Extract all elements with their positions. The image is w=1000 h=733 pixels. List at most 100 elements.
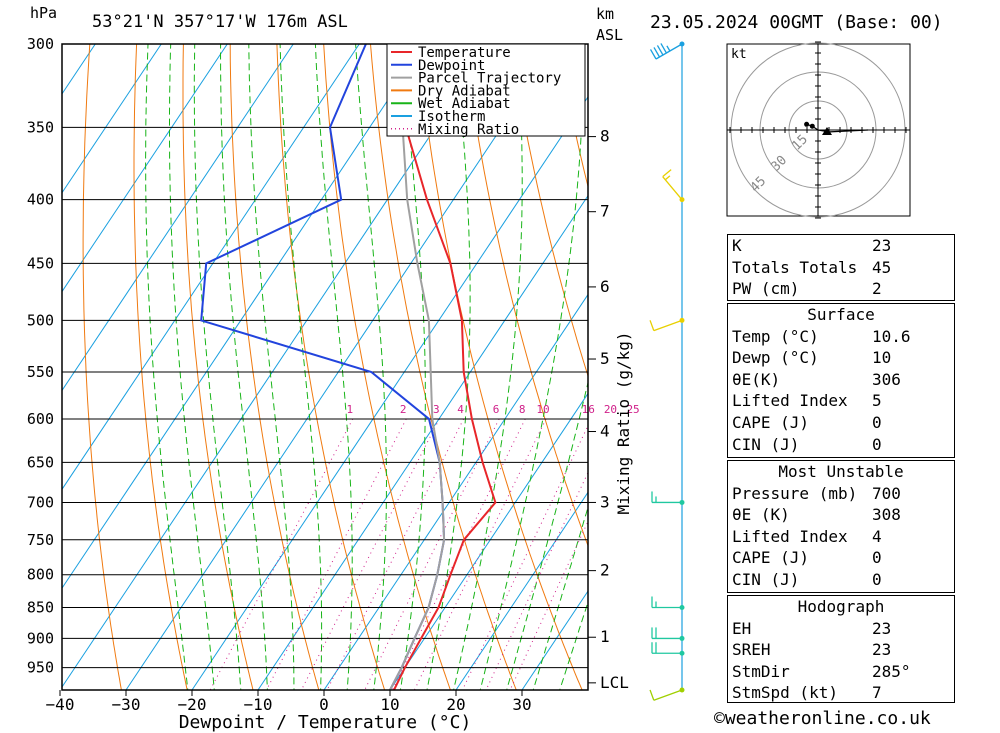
- index-row-k: K 23: [728, 235, 954, 257]
- isotherm-line: [62, 44, 492, 688]
- index-value: 2: [872, 279, 882, 299]
- mixing-ratio-label: 6: [493, 403, 500, 416]
- mu-label: θE (K): [732, 505, 790, 525]
- index-label: PW (cm): [732, 279, 800, 299]
- wind-barb-feather: [649, 689, 655, 701]
- mixing-ratio-line: [413, 418, 547, 690]
- surface-row: Lifted Index 5: [728, 390, 954, 412]
- mu-row: Lifted Index 4: [728, 526, 954, 548]
- location-title: 53°21'N 357°17'W 176m ASL: [92, 12, 348, 32]
- isotherm-line: [0, 44, 29, 690]
- wind-barb: [651, 642, 685, 656]
- km-tick-label: 6: [600, 277, 610, 296]
- most-unstable-table: Most Unstable Pressure (mb) 700 θE (K) 308…: [727, 460, 955, 593]
- surface-value: 0: [872, 434, 882, 454]
- surface-label: θE(K): [732, 369, 781, 389]
- mixing-ratio-label: 2: [400, 403, 407, 416]
- wind-barb: [649, 317, 685, 332]
- pressure-tick-label: 800: [27, 566, 54, 584]
- wind-barb: [651, 596, 685, 611]
- km-tick-label: LCL: [600, 673, 629, 692]
- wind-barb-feather: [649, 320, 655, 331]
- surface-label: Lifted Index: [732, 391, 848, 411]
- dry-adiabat-line: [229, 44, 320, 690]
- wet-adiabat-line: [193, 44, 242, 690]
- pressure-tick-label: 550: [27, 363, 54, 381]
- dry-adiabat-line: [182, 44, 254, 690]
- index-value: 45: [872, 257, 892, 277]
- hodograph-table: Hodograph EH 23 SREH 23 StmDir 285° StmSpd …: [727, 595, 955, 703]
- mixing-ratio-line: [209, 418, 354, 690]
- mu-label: CAPE (J): [732, 548, 810, 568]
- hodo-value: 23: [872, 618, 892, 638]
- hodograph-unit: kt: [731, 47, 747, 62]
- isotherm-line: [62, 44, 426, 590]
- wind-barb-shaft: [655, 43, 683, 60]
- index-row-tt: Totals Totals 45: [728, 257, 954, 279]
- pressure-tick-label: 600: [27, 410, 54, 428]
- pressure-tick-label: 900: [27, 629, 54, 647]
- hpa-unit-label: hPa: [30, 4, 58, 22]
- legend-label: Dewpoint: [418, 58, 485, 74]
- series-temperature: [393, 44, 497, 690]
- wind-barb-shaft: [653, 319, 683, 332]
- hodo-row: StmSpd (kt) 7: [728, 682, 954, 704]
- dry-adiabat-line: [133, 44, 188, 690]
- wind-barb-feather: [662, 169, 672, 178]
- series-parcel-trajectory: [389, 44, 446, 690]
- index-value: 23: [872, 236, 892, 255]
- wet-adiabat-line: [479, 44, 584, 690]
- mixing-ratio-label: 1: [346, 403, 353, 416]
- isotherm-line: [455, 491, 588, 690]
- index-label: Totals Totals: [732, 257, 858, 277]
- hodo-label: StmDir: [732, 661, 790, 681]
- wind-barb: [651, 491, 685, 505]
- mixing-ratio-line: [266, 418, 407, 690]
- pressure-tick-label: 650: [27, 453, 54, 471]
- dry-adiabat-line: [463, 44, 588, 547]
- mixing-ratio-label: 3: [433, 403, 440, 416]
- mu-row: Pressure (mb) 700: [728, 483, 954, 505]
- surface-row: θE(K) 306: [728, 369, 954, 391]
- km-tick-label: 8: [600, 127, 610, 146]
- mixing-ratio-axis-label: Mixing Ratio (g/kg): [614, 331, 633, 514]
- wet-adiabat-line: [506, 380, 588, 690]
- hodo-label: SREH: [732, 640, 771, 660]
- wind-barb-feather: [666, 45, 671, 52]
- km-tick-label: 3: [600, 492, 610, 511]
- pressure-tick-label: 350: [27, 118, 54, 136]
- hodo-value: 285°: [872, 661, 911, 681]
- dry-adiabat-line: [276, 44, 386, 690]
- isotherm-line: [62, 44, 294, 392]
- surface-row: CAPE (J) 0: [728, 412, 954, 434]
- mixing-ratio-label: 8: [519, 403, 526, 416]
- dry-adiabat-line: [370, 44, 517, 690]
- wind-barb-feather: [664, 175, 671, 181]
- mu-row: CAPE (J) 0: [728, 547, 954, 569]
- mu-value: 0: [872, 569, 882, 589]
- km-tick-label: 5: [600, 349, 610, 368]
- surface-table: Surface Temp (°C) 10.6 Dewp (°C) 10 θE(K) 3…: [727, 303, 955, 458]
- km-tick-label: 7: [600, 202, 610, 221]
- storm-motion-marker: [822, 127, 832, 135]
- x-tick-label: 0: [319, 695, 329, 714]
- hodo-row: SREH 23: [728, 639, 954, 661]
- dry-adiabat-line: [323, 44, 451, 690]
- legend-box: [386, 43, 586, 137]
- isotherm-line: [62, 44, 228, 293]
- x-axis-label: Dewpoint / Temperature (°C): [179, 712, 472, 733]
- surface-label: Dewp (°C): [732, 348, 819, 368]
- wind-barb: [651, 627, 685, 641]
- mixing-ratio-line: [300, 418, 440, 690]
- mixing-ratio-label: 25: [626, 403, 639, 416]
- pressure-tick-label: 450: [27, 254, 54, 272]
- wind-barb-feather: [649, 49, 657, 60]
- legend-label: Mixing Ratio: [418, 122, 519, 138]
- mixing-ratio-label: 10: [536, 403, 549, 416]
- surface-value: 5: [872, 391, 882, 411]
- mixing-ratio-label: 20: [604, 403, 617, 416]
- copyright[interactable]: ©weatheronline.co.uk: [714, 708, 931, 729]
- legend-label: Temperature: [418, 45, 511, 61]
- pressure-tick-label: 950: [27, 659, 54, 677]
